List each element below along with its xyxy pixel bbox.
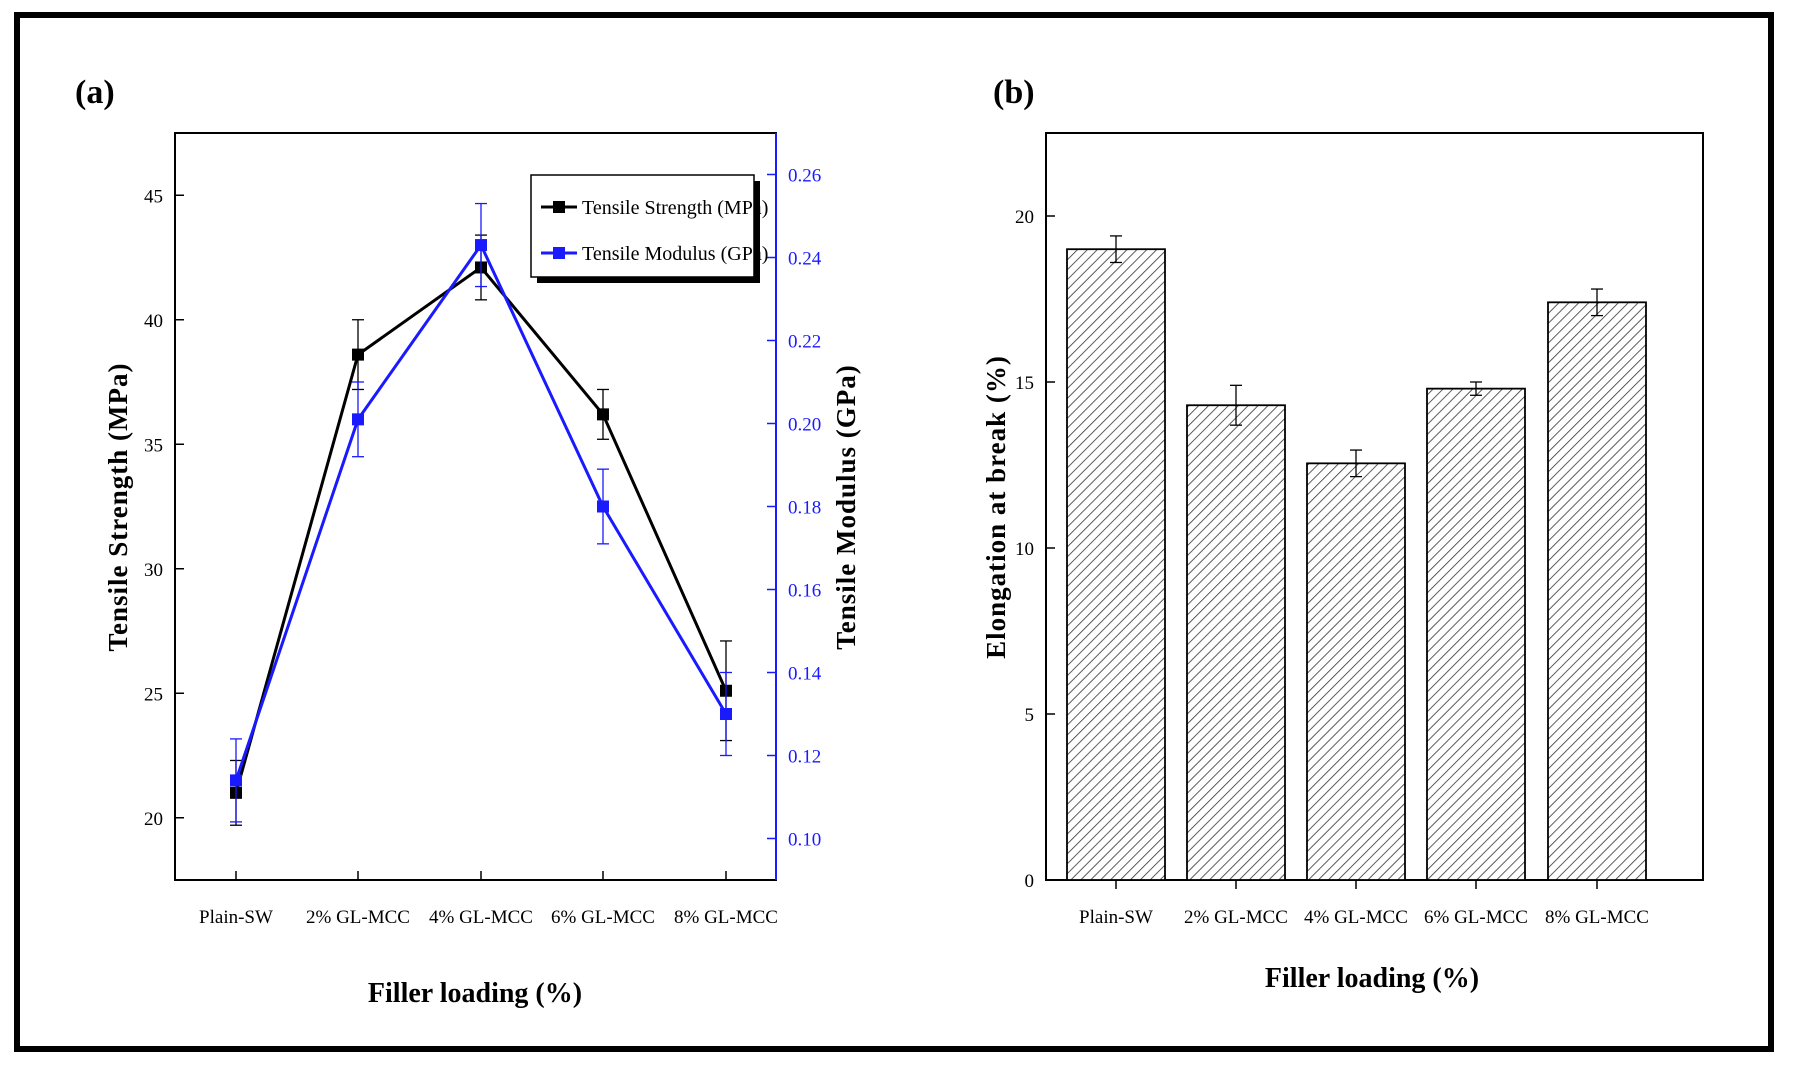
bar bbox=[1426, 387, 1526, 881]
modulus-point bbox=[720, 708, 732, 720]
strength-point bbox=[352, 348, 364, 361]
chart-a-ytick-label: 45 bbox=[144, 186, 163, 207]
chart-a-y2tick-label: 0.22 bbox=[788, 332, 821, 353]
modulus-point bbox=[352, 413, 364, 426]
panel-label-a: (a) bbox=[75, 74, 115, 111]
chart-a-ytick-label: 35 bbox=[144, 435, 163, 456]
bar bbox=[1306, 462, 1406, 881]
chart-b-ytick-label: 15 bbox=[1015, 373, 1034, 394]
modulus-point bbox=[597, 500, 609, 513]
chart-b-ytick-label: 20 bbox=[1015, 207, 1034, 228]
legend-strength-label: Tensile Strength (MPa) bbox=[582, 197, 768, 219]
chart-a-xtick-label: 2% GL-MCC bbox=[306, 907, 410, 928]
modulus-series-line bbox=[234, 242, 728, 781]
bar bbox=[1186, 404, 1286, 881]
modulus-point bbox=[475, 239, 487, 252]
chart-a-legend: Tensile Strength (MPa) Tensile Modulus (… bbox=[530, 174, 768, 283]
chart-a-ylabel: Tensile Strength (MPa) bbox=[103, 363, 133, 652]
strength-point bbox=[597, 408, 609, 421]
chart-a-y2tick-label: 0.12 bbox=[788, 747, 821, 768]
chart-a-y2tick-label: 0.14 bbox=[788, 664, 822, 685]
chart-a-ytick-label: 40 bbox=[144, 311, 163, 332]
chart-a-xtick-label: 4% GL-MCC bbox=[429, 907, 533, 928]
chart-b-xtick-label: Plain-SW bbox=[1079, 907, 1153, 928]
chart-b: 0 5 10 15 20 Plain-SW 2% GL-MCC 4% GL-MCC 6% GL… bbox=[981, 132, 1704, 994]
chart-a-y2tick-label: 0.26 bbox=[788, 166, 821, 187]
chart-a-xtick-label: 8% GL-MCC bbox=[674, 907, 778, 928]
legend-strength-marker bbox=[553, 201, 565, 213]
chart-a-y2tick-label: 0.16 bbox=[788, 581, 821, 602]
chart-b-ytick-label: 5 bbox=[1025, 705, 1035, 726]
chart-a-xtick-label: 6% GL-MCC bbox=[551, 907, 655, 928]
modulus-point bbox=[230, 774, 242, 787]
chart-a-y2tick-label: 0.24 bbox=[788, 249, 822, 270]
chart-b-xtick-label: 6% GL-MCC bbox=[1424, 907, 1528, 928]
chart-a-y2label: Tensile Modulus (GPa) bbox=[831, 364, 861, 650]
chart-b-xtick-label: 2% GL-MCC bbox=[1184, 907, 1288, 928]
chart-a-y2tick-label: 0.10 bbox=[788, 830, 821, 851]
bar bbox=[1066, 248, 1166, 881]
bar bbox=[1547, 301, 1647, 881]
chart-a-xlabel: Filler loading (%) bbox=[368, 978, 582, 1009]
chart-b-ytick-label: 0 bbox=[1025, 871, 1035, 892]
chart-b-ytick-label: 10 bbox=[1015, 539, 1034, 560]
chart-a-y2tick-label: 0.20 bbox=[788, 415, 821, 436]
strength-series-line bbox=[234, 265, 728, 794]
chart-a-y2tick-label: 0.18 bbox=[788, 498, 821, 519]
chart-b-xtick-label: 8% GL-MCC bbox=[1545, 907, 1649, 928]
legend-modulus-marker bbox=[553, 247, 565, 259]
chart-b-xtick-label: 4% GL-MCC bbox=[1304, 907, 1408, 928]
chart-a: 20 25 30 35 40 45 0.10 0.12 0.14 0.16 0.18 0.20 0.2… bbox=[103, 132, 861, 1009]
legend-modulus-label: Tensile Modulus (GPa) bbox=[582, 243, 768, 265]
legend-box bbox=[530, 174, 755, 278]
chart-a-ytick-label: 30 bbox=[144, 560, 163, 581]
chart-a-xtick-label: Plain-SW bbox=[199, 907, 273, 928]
panel-label-b: (b) bbox=[993, 74, 1035, 111]
chart-b-ylabel: Elongation at break (%) bbox=[981, 355, 1011, 659]
chart-a-ytick-label: 20 bbox=[144, 809, 163, 830]
chart-a-ytick-label: 25 bbox=[144, 684, 163, 705]
chart-b-xlabel: Filler loading (%) bbox=[1265, 963, 1479, 994]
